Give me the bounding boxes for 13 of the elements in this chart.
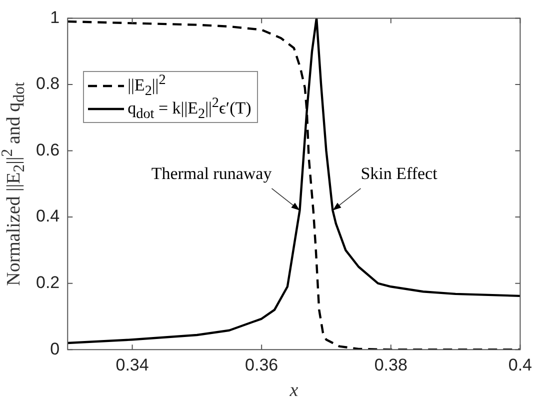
x-tick-label: 0.38 [374,355,408,374]
y-tick-label: 0 [50,339,60,358]
y-tick-label: 0.8 [36,74,60,94]
y-tick-label: 0.4 [36,206,60,226]
y-tick-label: 0.6 [36,140,60,160]
annotation: Skin Effect [360,164,438,184]
x-tick-label: 0.34 [116,355,149,374]
x-tick-label: 0.36 [245,355,278,374]
x-axis-title: x [290,380,298,402]
y-tick-label: 1 [50,8,60,27]
x-tick-label: 0.4 [508,355,532,374]
annotation: Thermal runaway [151,164,272,184]
y-tick-label: 0.2 [36,273,60,292]
